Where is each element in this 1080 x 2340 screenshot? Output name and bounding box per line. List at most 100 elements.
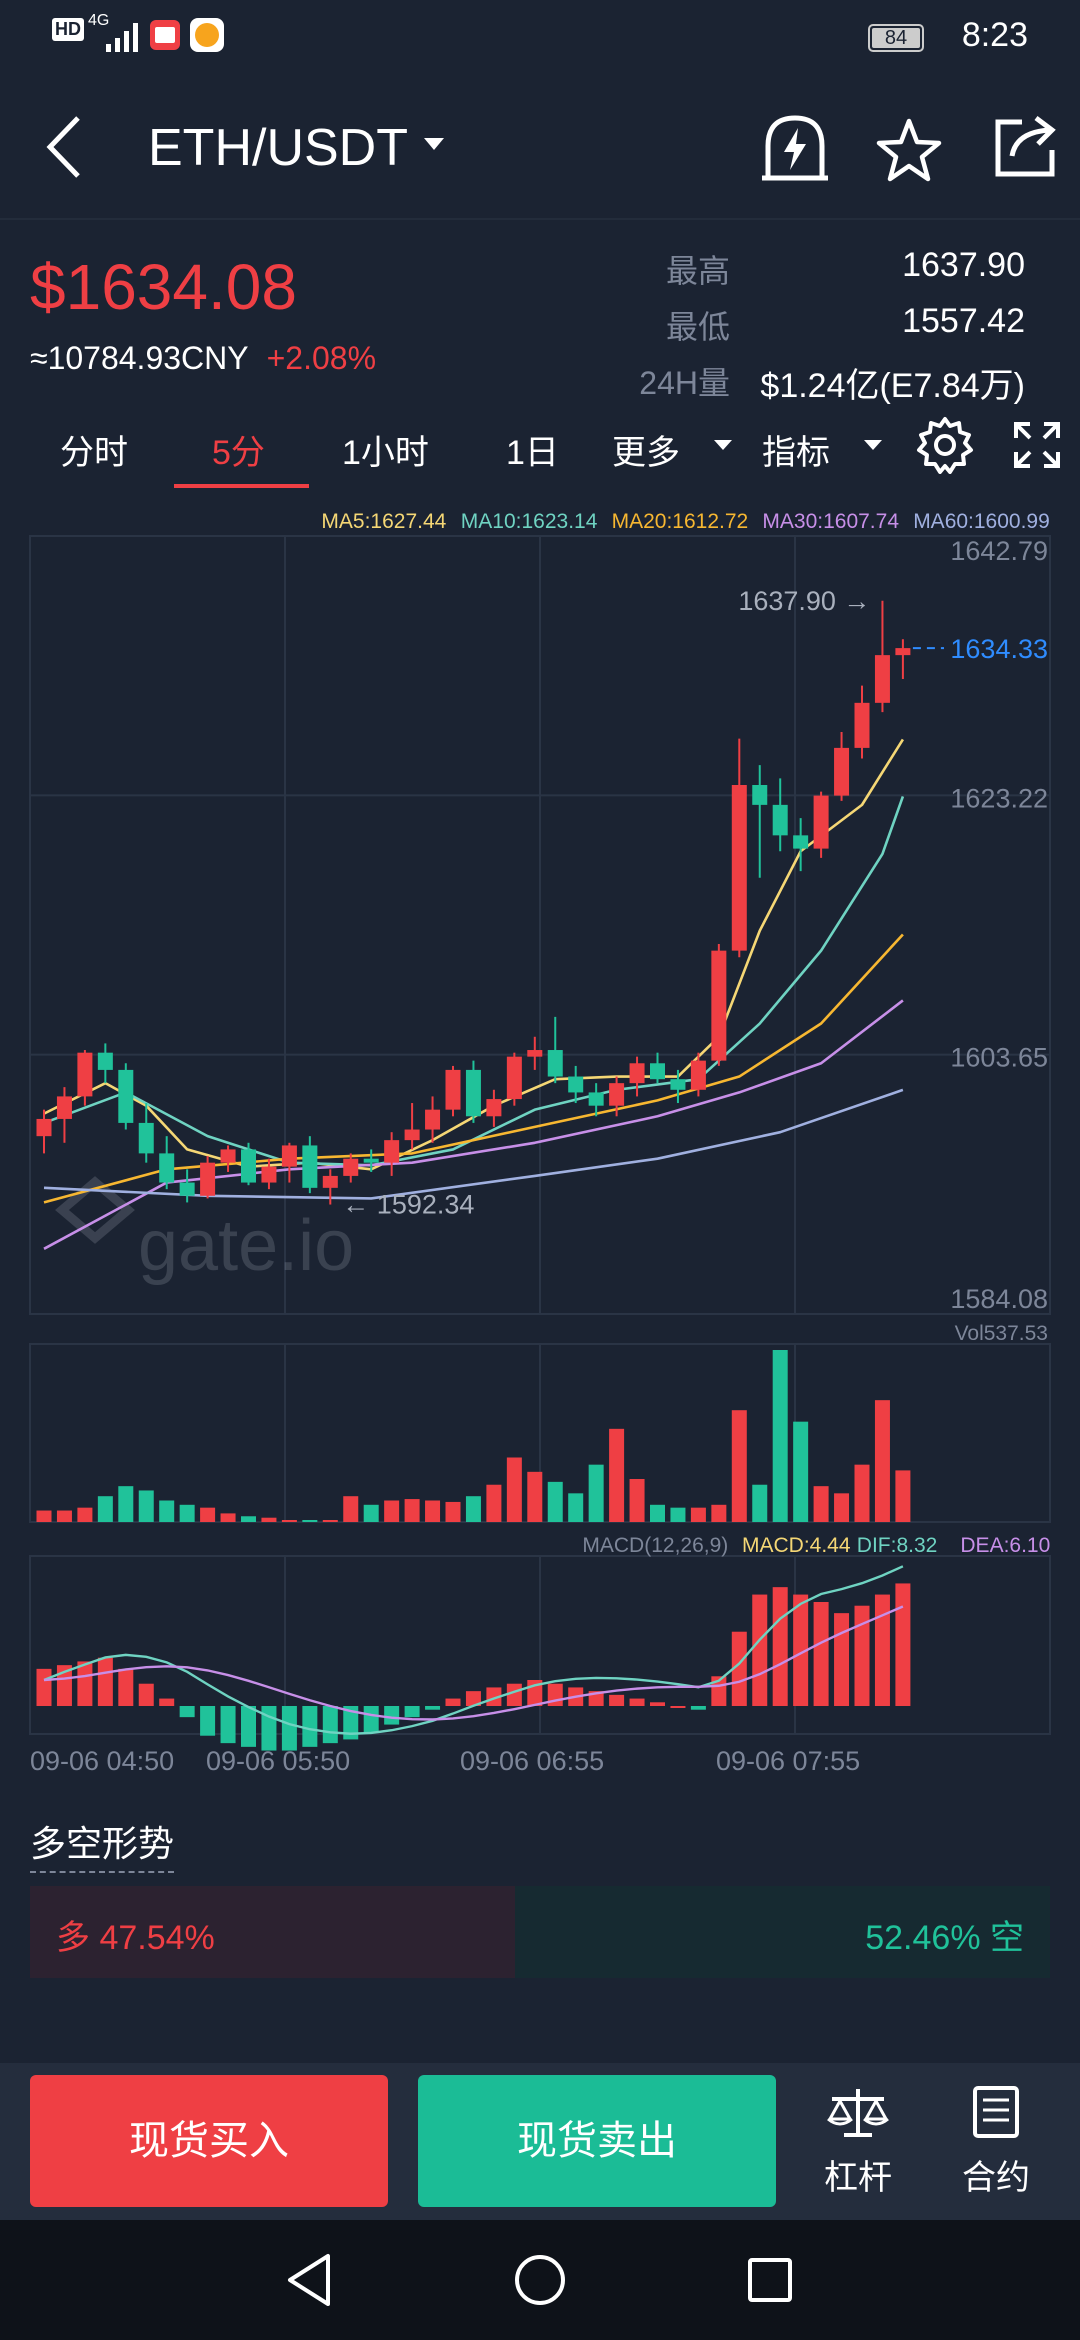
candle-body — [179, 1182, 195, 1196]
volume-bar — [445, 1501, 461, 1522]
macd-hist-bar — [302, 1706, 318, 1747]
tab-1day[interactable]: 1日 — [506, 434, 559, 472]
macd-hist-bar — [854, 1605, 870, 1706]
candle-body — [322, 1175, 338, 1188]
volume-bar — [547, 1481, 563, 1522]
tab-1hour[interactable]: 1小时 — [342, 434, 429, 472]
contract-button[interactable]: 合约 — [946, 2085, 1046, 2199]
short-percent: 52.46% 空 — [865, 1919, 1024, 1957]
more-dropdown-icon[interactable] — [712, 438, 734, 452]
tab-indicators[interactable]: 指标 — [762, 434, 830, 472]
volume-bar — [527, 1471, 543, 1522]
volume-bar — [36, 1510, 52, 1522]
macd-legend-item: MACD(12,26,9) — [582, 1534, 728, 1557]
candle-body — [609, 1083, 625, 1106]
game-app-icon — [190, 18, 224, 52]
candle-body — [159, 1153, 175, 1183]
candle-body — [138, 1122, 154, 1154]
candle-body — [690, 1060, 706, 1090]
volume-bar — [793, 1421, 809, 1522]
macd-hist-bar — [650, 1702, 665, 1706]
tab-timeshare[interactable]: 分时 — [60, 434, 128, 472]
candle-body — [363, 1158, 379, 1163]
pair-dropdown-icon[interactable] — [422, 136, 446, 152]
spot-buy-button[interactable]: 现货买入 — [30, 2075, 388, 2207]
fullscreen-icon[interactable] — [1012, 420, 1062, 470]
system-home-icon[interactable] — [512, 2252, 568, 2308]
chart-settings-gear-icon[interactable] — [916, 416, 974, 474]
candle-body — [404, 1129, 420, 1141]
price-alert-icon[interactable] — [760, 112, 830, 186]
candle-body — [281, 1145, 297, 1167]
candle-body — [261, 1166, 277, 1183]
share-icon[interactable] — [992, 114, 1058, 180]
volume-bar — [200, 1507, 216, 1522]
volume-bar — [711, 1504, 727, 1522]
contract-label: 合约 — [962, 2159, 1030, 2197]
volume-bar — [159, 1500, 175, 1522]
volume-bar — [874, 1400, 890, 1522]
volume-bar — [97, 1496, 113, 1522]
candle-body — [425, 1109, 441, 1130]
volume-bar — [179, 1504, 195, 1522]
back-arrow-icon[interactable] — [40, 112, 90, 182]
long-percent: 多 47.54% — [56, 1919, 215, 1957]
pair-title[interactable]: ETH/USDT — [148, 119, 408, 177]
macd-hist-bar — [261, 1706, 277, 1751]
volume-bar — [302, 1520, 318, 1522]
ma-legend-ma20: MA20:1612.72 — [612, 510, 749, 533]
candle-body — [343, 1158, 359, 1176]
x-tick-label: 09-06 06:55 — [460, 1746, 604, 1776]
candle-body — [200, 1162, 216, 1196]
system-recents-icon[interactable] — [746, 2256, 794, 2304]
favorite-star-icon[interactable] — [876, 118, 942, 182]
macd-hist-bar — [138, 1683, 154, 1706]
volume-bar — [854, 1464, 870, 1522]
kline-chart[interactable]: gate.io MA5:1627.44 MA10:1623.14 MA20:1612… — [0, 500, 1080, 1790]
high-label: 最高 — [665, 253, 730, 289]
candle-body — [568, 1076, 584, 1093]
status-bar: HD 4G 84 8:23 — [0, 0, 1080, 76]
candle-body — [445, 1069, 461, 1110]
y-tick-label: 1603.65 — [950, 1043, 1048, 1073]
volume-bar — [772, 1350, 788, 1522]
price-markers: 1637.90 → ← 1592.34 1634.33 — [342, 586, 1048, 1220]
volume-bar — [363, 1504, 379, 1522]
macd-hist-bar — [752, 1594, 768, 1706]
y-tick-label: 1642.79 — [950, 536, 1048, 566]
network-label: 4G — [88, 12, 110, 29]
volume-bar — [404, 1499, 420, 1522]
candle-body — [650, 1063, 665, 1080]
system-navigation-bar — [0, 2220, 1080, 2340]
macd-hist-bar — [772, 1587, 788, 1706]
candle-body — [793, 835, 809, 849]
header-divider — [0, 218, 1080, 220]
x-tick-label: 09-06 05:50 — [206, 1746, 350, 1776]
leverage-button[interactable]: 杠杆 — [808, 2085, 908, 2199]
gateio-watermark: gate.io — [55, 1176, 354, 1286]
volume-bar — [506, 1457, 522, 1522]
high-price-marker: 1637.90 → — [738, 586, 870, 616]
macd-hist-bar — [118, 1668, 134, 1706]
spot-sell-button[interactable]: 现货卖出 — [418, 2075, 776, 2207]
svg-text:gate.io: gate.io — [138, 1206, 354, 1286]
system-back-icon[interactable] — [284, 2252, 334, 2308]
macd-panel: MACD(12,26,9) MACD:4.44 DIF:8.32 DEA:6.10 — [36, 1534, 1050, 1751]
macd-hist-bar — [179, 1706, 195, 1718]
indicators-dropdown-icon[interactable] — [862, 438, 884, 452]
signal-icon — [106, 23, 138, 52]
volume-bar — [261, 1517, 277, 1522]
cny-price-line: ≈10784.93CNY +2.08% — [30, 340, 376, 377]
volume-24h-label: 24H量 — [639, 365, 730, 401]
candle-body — [895, 648, 911, 656]
volume-bar — [343, 1496, 359, 1522]
macd-hist-bar — [97, 1657, 113, 1706]
candle-body — [772, 804, 788, 836]
macd-hist-bar — [343, 1706, 359, 1740]
macd-hist-bar — [813, 1602, 829, 1706]
tab-more[interactable]: 更多 — [612, 434, 680, 472]
tab-5min[interactable]: 5分 — [212, 434, 265, 472]
volume-bar — [588, 1464, 604, 1522]
macd-hist-bar — [895, 1583, 911, 1706]
